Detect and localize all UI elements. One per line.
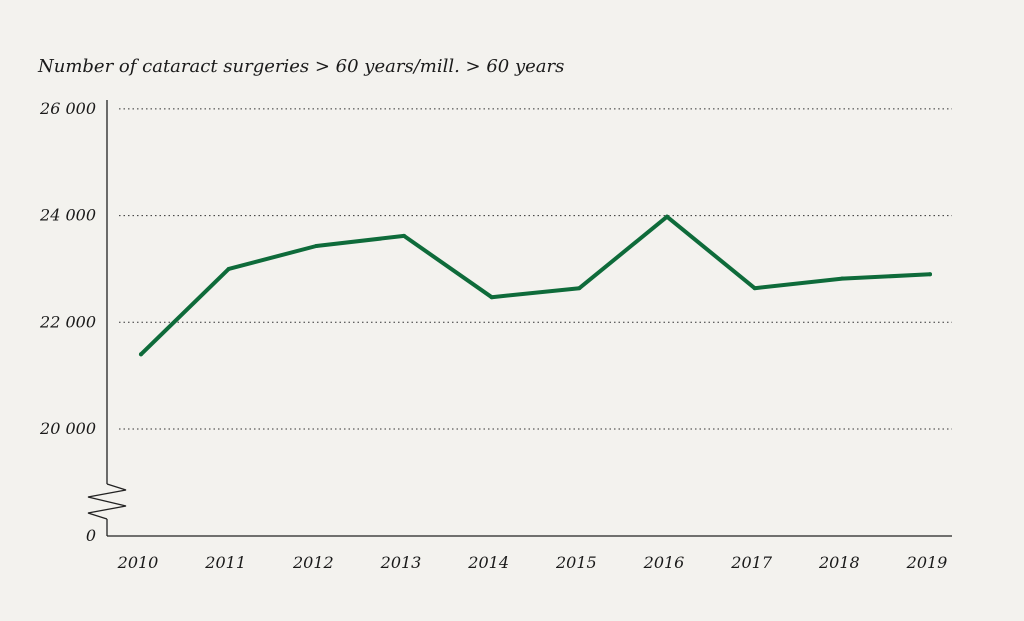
x-tick-label: 2011 [204, 553, 246, 572]
x-tick-labels: 2010 2011 2012 2013 2014 2015 2016 2017 2018 2019 [117, 553, 948, 572]
x-tick-label: 2013 [380, 553, 422, 572]
y-axis-break [87, 483, 127, 520]
data-point [489, 295, 494, 300]
data-point [314, 244, 319, 249]
x-tick-label: 2014 [467, 553, 509, 572]
data-point [752, 286, 757, 291]
y-tick-label: 24 000 [39, 206, 96, 225]
axes [87, 100, 952, 537]
y-tick-label: 26 000 [39, 99, 96, 118]
x-tick-label: 2012 [292, 553, 334, 572]
data-point [402, 233, 406, 238]
gridlines [119, 108, 952, 430]
data-point [139, 352, 143, 357]
data-point [577, 286, 582, 291]
series-line [139, 214, 932, 357]
y-tick-label: 20 000 [39, 419, 96, 438]
x-tick-label: 2018 [818, 553, 860, 572]
x-tick-label: 2015 [555, 553, 597, 572]
x-tick-label: 2010 [117, 553, 159, 572]
y-tick-label-zero: 0 [86, 526, 96, 545]
y-tick-label: 22 000 [39, 312, 96, 331]
x-tick-label: 2019 [906, 553, 948, 572]
data-point [928, 272, 932, 277]
data-point [665, 214, 669, 219]
x-tick-label: 2016 [643, 553, 685, 572]
series-layer [139, 214, 932, 357]
x-tick-label: 2017 [730, 553, 773, 572]
chart-title: Number of cataract surgeries > 60 years/… [38, 56, 565, 77]
data-point [840, 276, 845, 281]
data-point [226, 266, 231, 271]
y-tick-labels: 26 000 24 000 22 000 20 000 0 [39, 99, 96, 545]
